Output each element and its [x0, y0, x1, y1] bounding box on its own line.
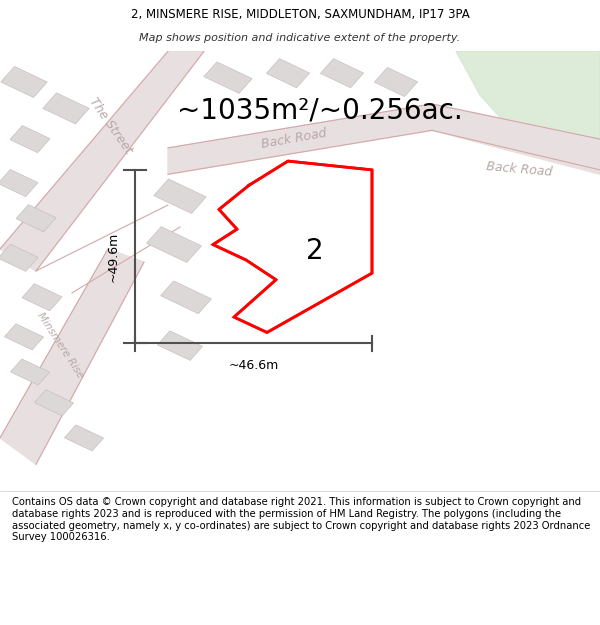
Polygon shape [266, 59, 310, 88]
Polygon shape [16, 204, 56, 232]
Polygon shape [157, 331, 203, 361]
Polygon shape [213, 161, 372, 332]
Text: ~46.6m: ~46.6m [229, 359, 278, 372]
Text: Back Road: Back Road [485, 161, 553, 179]
Polygon shape [0, 51, 204, 271]
Text: The Street: The Street [87, 96, 135, 156]
Polygon shape [64, 425, 104, 451]
Text: Minsmere Rise: Minsmere Rise [35, 311, 85, 380]
Polygon shape [161, 281, 211, 314]
Polygon shape [320, 59, 364, 88]
Polygon shape [168, 104, 432, 174]
Polygon shape [432, 104, 600, 174]
Text: Contains OS data © Crown copyright and database right 2021. This information is : Contains OS data © Crown copyright and d… [12, 498, 590, 542]
Text: 2: 2 [306, 237, 324, 265]
Text: ~1035m²/~0.256ac.: ~1035m²/~0.256ac. [177, 97, 463, 124]
Text: 2, MINSMERE RISE, MIDDLETON, SAXMUNDHAM, IP17 3PA: 2, MINSMERE RISE, MIDDLETON, SAXMUNDHAM,… [131, 8, 469, 21]
Polygon shape [146, 227, 202, 262]
Polygon shape [43, 93, 89, 124]
Polygon shape [10, 126, 50, 152]
Polygon shape [204, 62, 252, 93]
Polygon shape [0, 249, 144, 464]
Polygon shape [1, 66, 47, 98]
Polygon shape [22, 284, 62, 311]
Polygon shape [374, 68, 418, 96]
Polygon shape [0, 169, 38, 197]
Text: Map shows position and indicative extent of the property.: Map shows position and indicative extent… [139, 33, 461, 44]
Text: Back Road: Back Road [260, 127, 328, 151]
Polygon shape [10, 359, 50, 385]
Polygon shape [456, 51, 600, 148]
Polygon shape [34, 390, 74, 416]
Text: ~49.6m: ~49.6m [107, 231, 120, 282]
Polygon shape [0, 244, 38, 271]
Polygon shape [4, 324, 44, 350]
Polygon shape [154, 179, 206, 214]
